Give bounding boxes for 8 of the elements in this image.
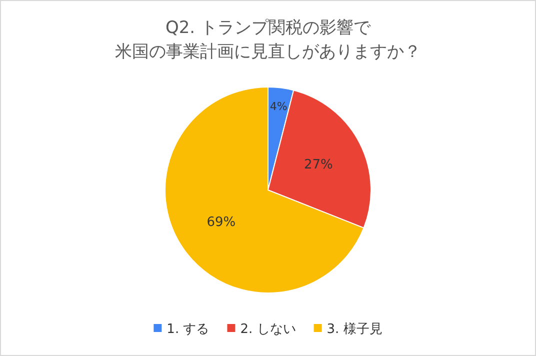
data-label: 27%: [304, 157, 333, 172]
chart-subtitle: 米国の事業計画に見直しがありますか？: [115, 42, 421, 62]
data-label: 4%: [270, 100, 288, 114]
legend-label: 3. 様子見: [326, 322, 382, 337]
legend-label: 1. する: [166, 322, 210, 337]
data-label: 69%: [206, 214, 236, 230]
chart-title: Q2. トランプ関税の影響で: [165, 18, 372, 38]
legend-label: 2. しない: [240, 322, 296, 337]
